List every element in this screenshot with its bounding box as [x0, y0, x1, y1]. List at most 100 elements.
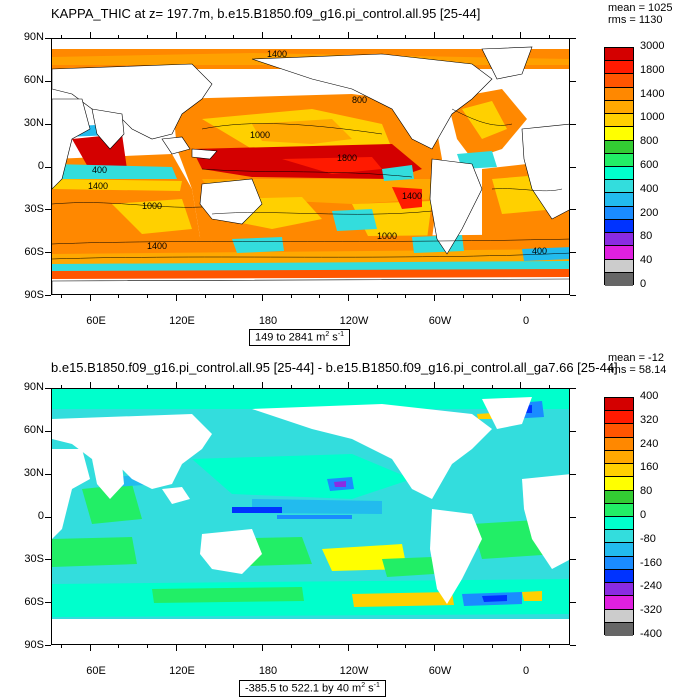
axis-tick	[204, 385, 206, 388]
colorbar-swatch	[605, 609, 633, 623]
axis-tick	[45, 388, 51, 389]
lon-label-120e: 120E	[169, 315, 195, 327]
axis-tick	[520, 32, 522, 38]
axis-tick	[548, 385, 550, 388]
colorbar-label: -320	[640, 604, 663, 617]
colorbar-label: 1400	[640, 87, 665, 100]
axis-tick	[570, 473, 576, 475]
axis-tick	[233, 295, 235, 298]
axis-tick	[570, 80, 576, 82]
lat-label-90s: 90S	[24, 289, 44, 301]
axis-tick	[233, 35, 235, 38]
lon-label-60w: 60W	[428, 315, 452, 327]
lon-label-0: 0	[522, 665, 530, 677]
colorbar-swatch	[605, 180, 633, 194]
axis-tick	[204, 35, 206, 38]
axis-tick	[89, 645, 91, 651]
colorbar-label: 400	[640, 182, 659, 195]
axis-tick	[548, 645, 550, 648]
bottom-map-rms: rms = 58.14	[608, 364, 667, 376]
top-map-plot: 1400 800 1000 1800 400 1400 1000 1400 10…	[51, 38, 570, 295]
colorbar-swatch	[605, 74, 633, 88]
lon-label-0: 0	[522, 315, 530, 327]
top-colorbar	[604, 47, 634, 286]
axis-tick	[89, 382, 91, 388]
axis-tick	[45, 80, 51, 82]
colorbar-label: 160	[640, 461, 659, 474]
axis-tick	[261, 645, 263, 651]
contour-label: 800	[352, 95, 367, 105]
axis-tick	[290, 35, 292, 38]
colorbar-swatch	[605, 411, 633, 425]
top-contours	[52, 108, 569, 260]
lon-label-120e: 120E	[169, 665, 195, 677]
bottom-map-panel: b.e15.B1850.f09_g16.pi_control.all.95 [2…	[0, 350, 700, 700]
contour-label: 1000	[250, 130, 270, 140]
axis-tick	[175, 382, 177, 388]
top-map-svg: 1400 800 1000 1800 400 1400 1000 1400 10…	[52, 39, 569, 294]
axis-tick	[118, 35, 120, 38]
lat-label-90s: 90S	[24, 639, 44, 651]
lat-label-60s: 60S	[24, 246, 44, 258]
axis-tick	[45, 166, 51, 168]
lat-label-30n: 30N	[23, 467, 44, 479]
lon-label-60e: 60E	[86, 315, 106, 327]
axis-tick	[45, 473, 51, 475]
axis-tick	[89, 295, 91, 301]
top-contour-labels: 1400 800 1000 1800 400 1400 1000 1400 10…	[88, 49, 547, 256]
colorbar-label: 0	[640, 509, 647, 521]
colorbar-swatch	[605, 543, 633, 557]
bottom-map-svg	[52, 389, 569, 644]
axis-tick	[147, 645, 149, 648]
colorbar-swatch	[605, 233, 633, 247]
axis-tick	[491, 35, 493, 38]
lon-label-60w: 60W	[428, 665, 452, 677]
contour-label: 400	[92, 165, 107, 175]
colorbar-swatch	[605, 437, 633, 451]
bottom-map-title: b.e15.B1850.f09_g16.pi_control.all.95 [2…	[51, 360, 618, 375]
axis-tick	[290, 385, 292, 388]
colorbar-label: -80	[640, 532, 656, 545]
contour-label: 400	[532, 246, 547, 256]
axis-tick	[491, 645, 493, 648]
axis-tick	[520, 295, 522, 301]
lon-label-60e: 60E	[86, 665, 106, 677]
axis-tick	[45, 209, 51, 211]
axis-tick	[570, 602, 576, 604]
axis-tick	[570, 516, 576, 518]
axis-tick	[45, 516, 51, 518]
lat-label-60s: 60S	[24, 596, 44, 608]
axis-tick	[290, 645, 292, 648]
colorbar-label: 320	[640, 413, 659, 426]
lon-label-180: 180	[258, 665, 278, 677]
top-land-mask	[52, 46, 569, 294]
colorbar-swatch	[605, 166, 633, 181]
colorbar-swatch	[605, 596, 633, 610]
colorbar-swatch	[605, 398, 633, 412]
axis-tick	[45, 295, 51, 296]
contour-label: 1000	[142, 201, 162, 211]
colorbar-swatch	[605, 246, 633, 260]
axis-tick	[45, 38, 51, 39]
colorbar-label: 80	[640, 485, 653, 498]
colorbar-label: 80	[640, 230, 653, 243]
axis-tick	[570, 645, 576, 646]
colorbar-swatch	[605, 477, 633, 491]
top-map-rms: rms = 1130	[608, 14, 663, 26]
lat-label-60n: 60N	[23, 424, 44, 436]
axis-tick	[147, 295, 149, 298]
axis-tick	[570, 388, 576, 389]
axis-tick	[261, 32, 263, 38]
axis-tick	[462, 385, 464, 388]
colorbar-swatch	[605, 127, 633, 141]
top-map-title: KAPPA_THIC at z= 197.7m, b.e15.B1850.f09…	[51, 6, 481, 21]
axis-tick	[89, 32, 91, 38]
colorbar-label: 0	[640, 278, 647, 290]
colorbar-swatch	[605, 259, 633, 273]
colorbar-label: -160	[640, 556, 663, 569]
colorbar-swatch	[605, 490, 633, 504]
axis-tick	[462, 35, 464, 38]
colorbar-swatch	[605, 140, 633, 154]
axis-tick	[548, 295, 550, 298]
axis-tick	[570, 559, 576, 561]
